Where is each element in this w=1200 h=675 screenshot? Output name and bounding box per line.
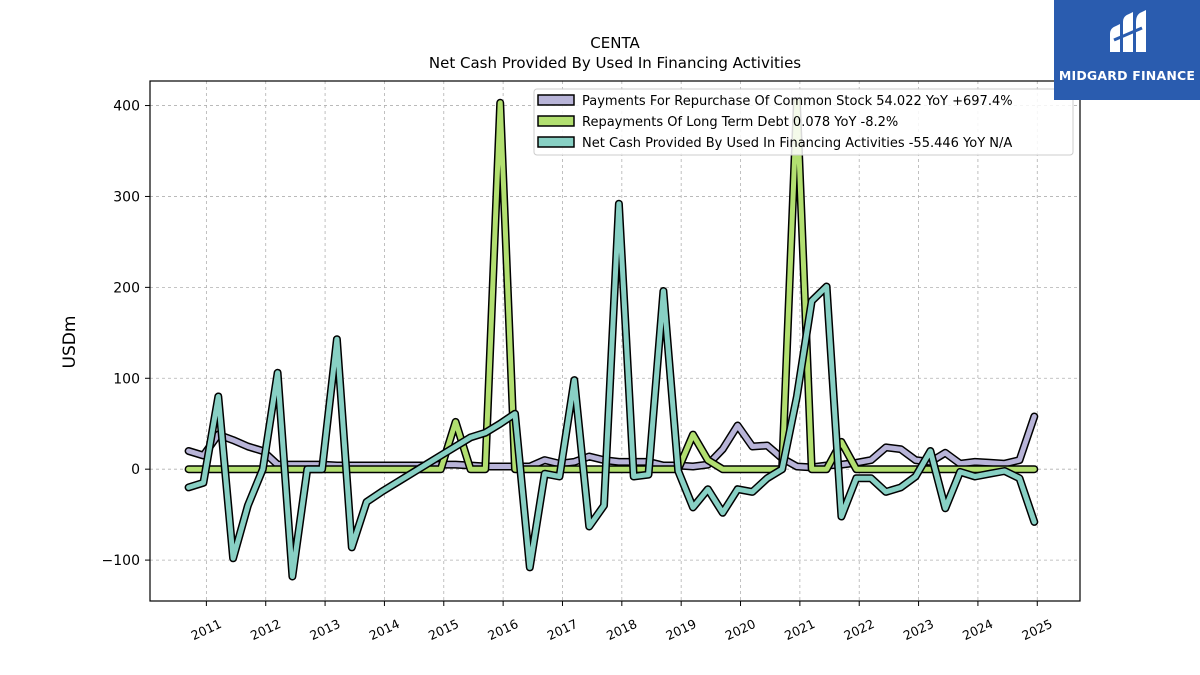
x-tick-label: 2019: [663, 616, 698, 643]
series-line: [186, 98, 1037, 472]
y-tick-label: 200: [113, 280, 140, 296]
y-tick-label: 300: [113, 189, 140, 205]
x-tick-label: 2025: [1019, 616, 1054, 643]
series-2: [184, 199, 1039, 581]
legend-label: Payments For Repurchase Of Common Stock …: [582, 94, 1013, 109]
brand-logo: MIDGARD FINANCE: [1054, 0, 1200, 100]
y-axis: −100 0 100 200 300 400: [102, 99, 150, 569]
x-tick-label: 2020: [723, 616, 758, 643]
legend-swatch: [537, 94, 575, 106]
x-tick-label: 2023: [901, 616, 936, 643]
x-tick-label: 2018: [604, 616, 639, 643]
legend-swatch: [537, 115, 575, 127]
midgard-logo-icon: [1110, 10, 1146, 52]
x-tick-label: 2021: [782, 616, 817, 643]
plot-frame: [149, 80, 1081, 602]
series-0: [184, 412, 1039, 472]
legend-box: [533, 88, 1074, 156]
x-axis: 2011 2012 2013 2014 2015 2016 2017 2018 2019 2020…: [189, 601, 1055, 643]
y-axis-label: USDm: [60, 316, 80, 369]
y-tick-label: 0: [131, 462, 140, 478]
legend-label: Net Cash Provided By Used In Financing A…: [582, 136, 1012, 151]
x-tick-label: 2016: [485, 616, 520, 643]
legend-label: Repayments Of Long Term Debt 0.078 YoY -…: [582, 115, 898, 130]
x-tick-label: 2014: [367, 616, 402, 643]
legend: Payments For Repurchase Of Common Stock …: [533, 88, 1074, 156]
x-tick-label: 2013: [307, 616, 342, 643]
series-layer: [184, 97, 1039, 581]
chart-title: CENTA: [590, 34, 640, 52]
y-tick-label: 100: [113, 371, 140, 387]
x-tick-label: 2011: [189, 616, 224, 643]
y-tick-label: 400: [113, 99, 140, 115]
x-tick-label: 2022: [841, 616, 876, 643]
series-line: [186, 201, 1037, 579]
brand-name: MIDGARD FINANCE: [1058, 68, 1196, 83]
series-1: [184, 97, 1039, 474]
legend-swatch: [537, 136, 575, 148]
x-tick-label: 2024: [960, 616, 995, 643]
series-line: [186, 414, 1037, 470]
x-tick-label: 2015: [426, 616, 461, 643]
y-tick-label: −100: [102, 553, 140, 569]
chart-subtitle: Net Cash Provided By Used In Financing A…: [429, 54, 801, 72]
x-tick-label: 2017: [545, 616, 580, 643]
x-tick-label: 2012: [248, 616, 283, 643]
